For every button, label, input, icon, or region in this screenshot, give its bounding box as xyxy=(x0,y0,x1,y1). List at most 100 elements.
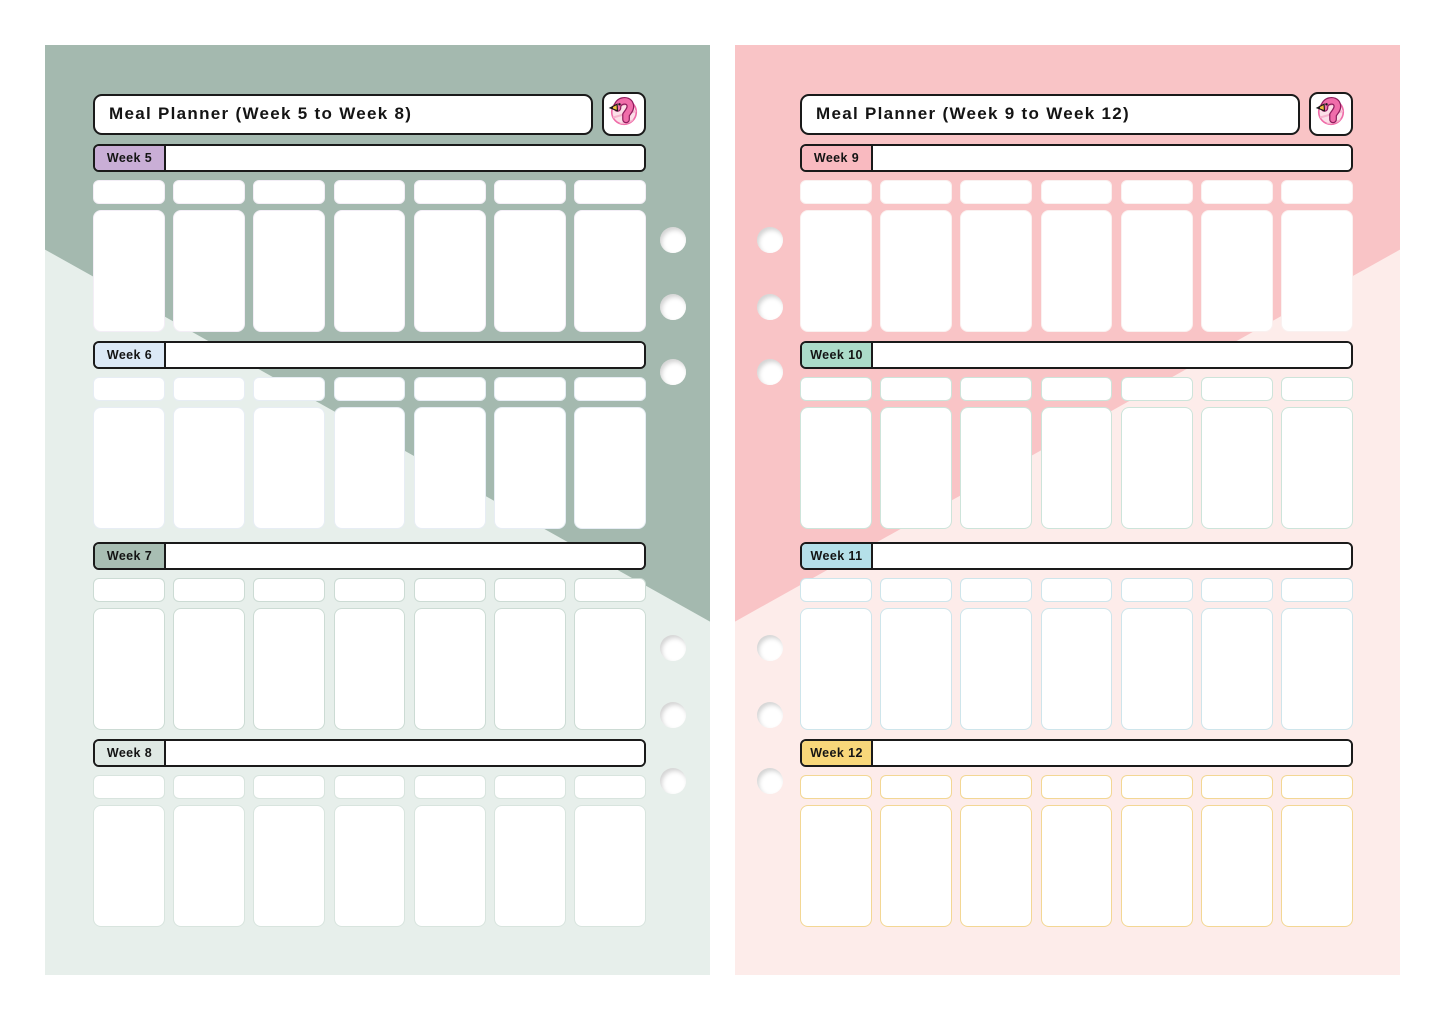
meal-cell[interactable] xyxy=(173,210,245,332)
flamingo-logo-button[interactable] xyxy=(1309,92,1353,136)
week-name-input[interactable] xyxy=(166,741,644,765)
day-header-cell[interactable] xyxy=(800,377,872,401)
meal-cell[interactable] xyxy=(574,805,646,927)
meal-cell[interactable] xyxy=(1201,407,1273,529)
day-header-cell[interactable] xyxy=(253,578,326,602)
day-header-cell[interactable] xyxy=(173,775,245,799)
meal-cell[interactable] xyxy=(413,407,486,529)
week-name-input[interactable] xyxy=(873,741,1351,765)
meal-cell[interactable] xyxy=(1120,407,1193,529)
meal-cell[interactable] xyxy=(253,210,326,332)
day-header-cell[interactable] xyxy=(333,578,406,602)
meal-cell[interactable] xyxy=(574,608,646,730)
day-header-cell[interactable] xyxy=(173,578,245,602)
meal-cell[interactable] xyxy=(494,608,566,730)
day-header-cell[interactable] xyxy=(253,377,326,401)
meal-cell[interactable] xyxy=(1120,805,1193,927)
day-header-cell[interactable] xyxy=(1201,775,1273,799)
day-header-cell[interactable] xyxy=(880,180,952,204)
day-header-cell[interactable] xyxy=(93,377,165,401)
meal-cell[interactable] xyxy=(1040,407,1113,529)
flamingo-logo-button[interactable] xyxy=(602,92,646,136)
meal-cell[interactable] xyxy=(494,210,566,332)
week-name-input[interactable] xyxy=(166,544,644,568)
day-header-cell[interactable] xyxy=(93,775,165,799)
day-header-cell[interactable] xyxy=(960,180,1033,204)
day-header-cell[interactable] xyxy=(333,180,406,204)
day-header-cell[interactable] xyxy=(1201,180,1273,204)
meal-cell[interactable] xyxy=(960,805,1033,927)
meal-cell[interactable] xyxy=(173,608,245,730)
meal-cell[interactable] xyxy=(494,407,566,529)
meal-cell[interactable] xyxy=(1281,805,1353,927)
day-header-cell[interactable] xyxy=(1281,578,1353,602)
meal-cell[interactable] xyxy=(93,210,165,332)
meal-cell[interactable] xyxy=(333,805,406,927)
day-header-cell[interactable] xyxy=(333,377,406,401)
meal-cell[interactable] xyxy=(173,407,245,529)
day-header-cell[interactable] xyxy=(880,578,952,602)
meal-cell[interactable] xyxy=(880,608,952,730)
day-header-cell[interactable] xyxy=(413,578,486,602)
meal-cell[interactable] xyxy=(800,407,872,529)
day-header-cell[interactable] xyxy=(1040,377,1113,401)
day-header-cell[interactable] xyxy=(253,775,326,799)
day-header-cell[interactable] xyxy=(880,775,952,799)
meal-cell[interactable] xyxy=(1040,210,1113,332)
meal-cell[interactable] xyxy=(333,407,406,529)
meal-cell[interactable] xyxy=(960,608,1033,730)
day-header-cell[interactable] xyxy=(960,578,1033,602)
day-header-cell[interactable] xyxy=(960,775,1033,799)
meal-cell[interactable] xyxy=(333,608,406,730)
day-header-cell[interactable] xyxy=(800,578,872,602)
meal-cell[interactable] xyxy=(574,407,646,529)
meal-cell[interactable] xyxy=(93,407,165,529)
meal-cell[interactable] xyxy=(574,210,646,332)
day-header-cell[interactable] xyxy=(253,180,326,204)
day-header-cell[interactable] xyxy=(413,377,486,401)
day-header-cell[interactable] xyxy=(494,180,566,204)
day-header-cell[interactable] xyxy=(93,180,165,204)
day-header-cell[interactable] xyxy=(173,180,245,204)
day-header-cell[interactable] xyxy=(1040,775,1113,799)
meal-cell[interactable] xyxy=(880,407,952,529)
meal-cell[interactable] xyxy=(1201,805,1273,927)
day-header-cell[interactable] xyxy=(574,578,646,602)
meal-cell[interactable] xyxy=(880,805,952,927)
meal-cell[interactable] xyxy=(1201,210,1273,332)
meal-cell[interactable] xyxy=(800,210,872,332)
meal-cell[interactable] xyxy=(1120,210,1193,332)
week-name-input[interactable] xyxy=(873,544,1351,568)
day-header-cell[interactable] xyxy=(494,377,566,401)
meal-cell[interactable] xyxy=(253,608,326,730)
day-header-cell[interactable] xyxy=(93,578,165,602)
day-header-cell[interactable] xyxy=(1281,377,1353,401)
day-header-cell[interactable] xyxy=(960,377,1033,401)
day-header-cell[interactable] xyxy=(1120,377,1193,401)
meal-cell[interactable] xyxy=(173,805,245,927)
meal-cell[interactable] xyxy=(413,805,486,927)
day-header-cell[interactable] xyxy=(1040,180,1113,204)
day-header-cell[interactable] xyxy=(574,180,646,204)
day-header-cell[interactable] xyxy=(1120,180,1193,204)
meal-cell[interactable] xyxy=(333,210,406,332)
week-name-input[interactable] xyxy=(873,343,1351,367)
meal-cell[interactable] xyxy=(800,608,872,730)
day-header-cell[interactable] xyxy=(494,578,566,602)
week-name-input[interactable] xyxy=(166,146,644,170)
day-header-cell[interactable] xyxy=(800,775,872,799)
day-header-cell[interactable] xyxy=(880,377,952,401)
day-header-cell[interactable] xyxy=(574,377,646,401)
day-header-cell[interactable] xyxy=(413,775,486,799)
day-header-cell[interactable] xyxy=(1281,180,1353,204)
day-header-cell[interactable] xyxy=(1281,775,1353,799)
meal-cell[interactable] xyxy=(1120,608,1193,730)
meal-cell[interactable] xyxy=(1281,608,1353,730)
day-header-cell[interactable] xyxy=(1040,578,1113,602)
day-header-cell[interactable] xyxy=(1120,578,1193,602)
day-header-cell[interactable] xyxy=(1201,578,1273,602)
meal-cell[interactable] xyxy=(413,608,486,730)
day-header-cell[interactable] xyxy=(494,775,566,799)
meal-cell[interactable] xyxy=(800,805,872,927)
meal-cell[interactable] xyxy=(93,608,165,730)
